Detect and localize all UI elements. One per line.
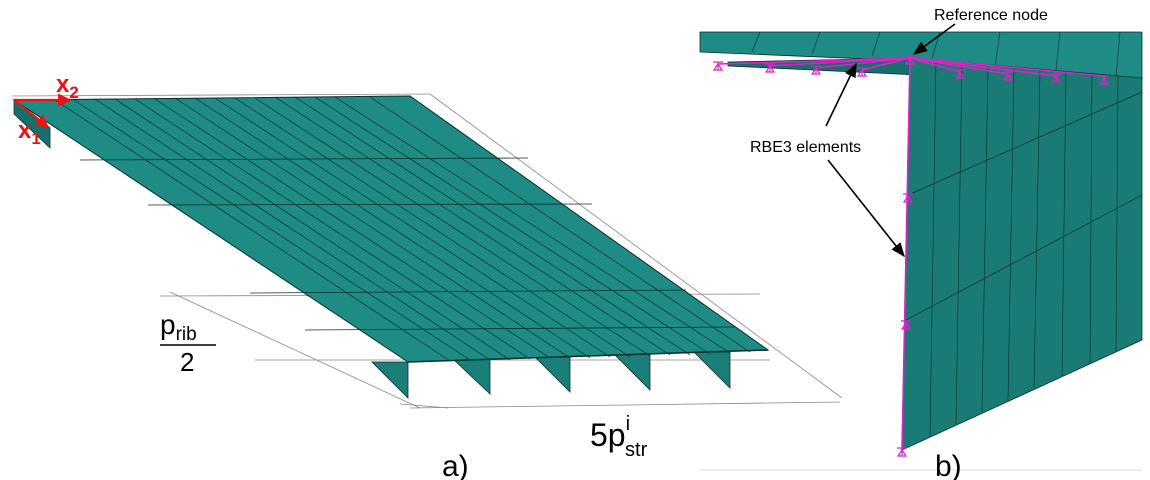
stringer-pitch-subscript: str bbox=[625, 439, 648, 461]
panel-b: Reference node RBE3 elements b) bbox=[699, 7, 1143, 480]
rbe3-arrow-web bbox=[827, 159, 905, 258]
rbe3-arrow-top bbox=[825, 62, 857, 127]
stringer-pitch-label: 5pi str bbox=[590, 413, 648, 461]
caption-b: b) bbox=[935, 450, 962, 480]
web-mesh-horizontal bbox=[905, 91, 1143, 321]
reference-node-label: Reference node bbox=[934, 7, 1048, 24]
reference-node-arrow bbox=[912, 23, 956, 55]
stringer-pitch-superscript: i bbox=[626, 413, 630, 435]
mesh-lines-transverse bbox=[79, 157, 736, 331]
vertical-web bbox=[901, 57, 1143, 451]
rib-pitch-subscript: rib bbox=[176, 324, 197, 345]
panel-front-edge bbox=[407, 349, 769, 363]
x1-axis-arrow bbox=[13, 99, 50, 128]
rib-pitch-label: prib 2 bbox=[160, 309, 216, 377]
web-mesh-vertical bbox=[929, 59, 1119, 437]
coordinate-axes: x2 x1 bbox=[13, 71, 79, 148]
rib-pitch-denominator: 2 bbox=[180, 347, 194, 377]
panel-a: x2 x1 prib 2 5pi str a) bbox=[11, 71, 843, 480]
x2-axis-subscript: 2 bbox=[69, 83, 78, 102]
x1-axis-subscript: 1 bbox=[31, 129, 40, 148]
x1-axis-label: x bbox=[18, 117, 32, 144]
rbe3-node-markers bbox=[712, 55, 1110, 457]
stringer-pitch-symbol: 5p bbox=[590, 417, 626, 453]
caption-a: a) bbox=[442, 450, 469, 480]
rib-pitch-symbol: p bbox=[160, 309, 176, 340]
rbe3-elements bbox=[717, 57, 1106, 451]
annotation-arrows bbox=[825, 23, 956, 258]
svg-text:x1: x1 bbox=[18, 117, 41, 148]
rbe3-elements-label: RBE3 elements bbox=[750, 139, 861, 156]
svg-text:x2: x2 bbox=[56, 71, 79, 102]
svg-text:prib: prib bbox=[160, 309, 197, 345]
x2-axis-label: x bbox=[56, 71, 70, 98]
mesh-lines-longitudinal bbox=[54, 96, 751, 362]
